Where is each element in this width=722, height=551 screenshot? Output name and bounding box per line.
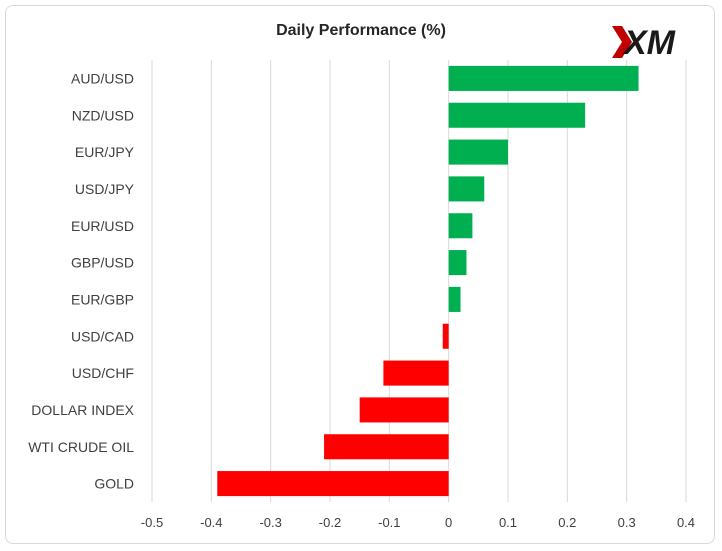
category-label: WTI CRUDE OIL bbox=[28, 439, 134, 455]
bar-dollar-index bbox=[359, 397, 449, 423]
bar-gbp-usd bbox=[448, 250, 467, 276]
category-label: GBP/USD bbox=[71, 255, 134, 271]
category-label: USD/CAD bbox=[71, 328, 134, 344]
xm-logo: XM bbox=[612, 24, 676, 62]
category-label: NZD/USD bbox=[72, 107, 134, 123]
category-label: EUR/GBP bbox=[71, 291, 134, 307]
x-tick-label: 0 bbox=[445, 515, 452, 530]
x-tick-label: 0.1 bbox=[499, 515, 517, 530]
x-tick-label: -0.3 bbox=[259, 515, 281, 530]
category-label: EUR/JPY bbox=[75, 144, 135, 160]
bar-aud-usd bbox=[448, 65, 639, 91]
bars bbox=[217, 65, 639, 497]
bar-eur-gbp bbox=[448, 286, 461, 312]
category-labels: AUD/USD NZD/USD EUR/JPY USD/JPY EUR/USD GBP/U… bbox=[28, 70, 134, 491]
xm-logo-accent bbox=[612, 26, 632, 58]
xm-logo-text: XM bbox=[622, 24, 676, 62]
x-tick-label: -0.4 bbox=[200, 515, 222, 530]
bar-eur-usd bbox=[448, 213, 473, 239]
x-tick-labels: -0.5 -0.4 -0.3 -0.2 -0.1 0 0.1 0.2 0.3 0.4 bbox=[141, 515, 695, 530]
bar-gold bbox=[217, 471, 449, 497]
category-label: DOLLAR INDEX bbox=[31, 402, 134, 418]
x-tick-label: -0.1 bbox=[378, 515, 400, 530]
bar-nzd-usd bbox=[448, 102, 586, 128]
x-tick-label: 0.2 bbox=[558, 515, 576, 530]
bar-eur-jpy bbox=[448, 139, 508, 165]
category-label: USD/CHF bbox=[72, 365, 134, 381]
category-label: GOLD bbox=[94, 476, 134, 492]
bar-usd-cad bbox=[442, 323, 449, 349]
bar-wti-crude-oil bbox=[324, 434, 449, 460]
category-label: EUR/USD bbox=[71, 218, 134, 234]
category-label: USD/JPY bbox=[75, 181, 135, 197]
category-label: AUD/USD bbox=[71, 70, 134, 86]
x-tick-label: -0.2 bbox=[319, 515, 341, 530]
x-tick-label: 0.3 bbox=[618, 515, 636, 530]
bar-usd-chf bbox=[383, 360, 449, 386]
x-tick-label: -0.5 bbox=[141, 515, 163, 530]
x-tick-label: 0.4 bbox=[677, 515, 695, 530]
gridlines bbox=[151, 60, 687, 502]
chart-title: Daily Performance (%) bbox=[276, 22, 446, 39]
bar-usd-jpy bbox=[448, 176, 485, 202]
